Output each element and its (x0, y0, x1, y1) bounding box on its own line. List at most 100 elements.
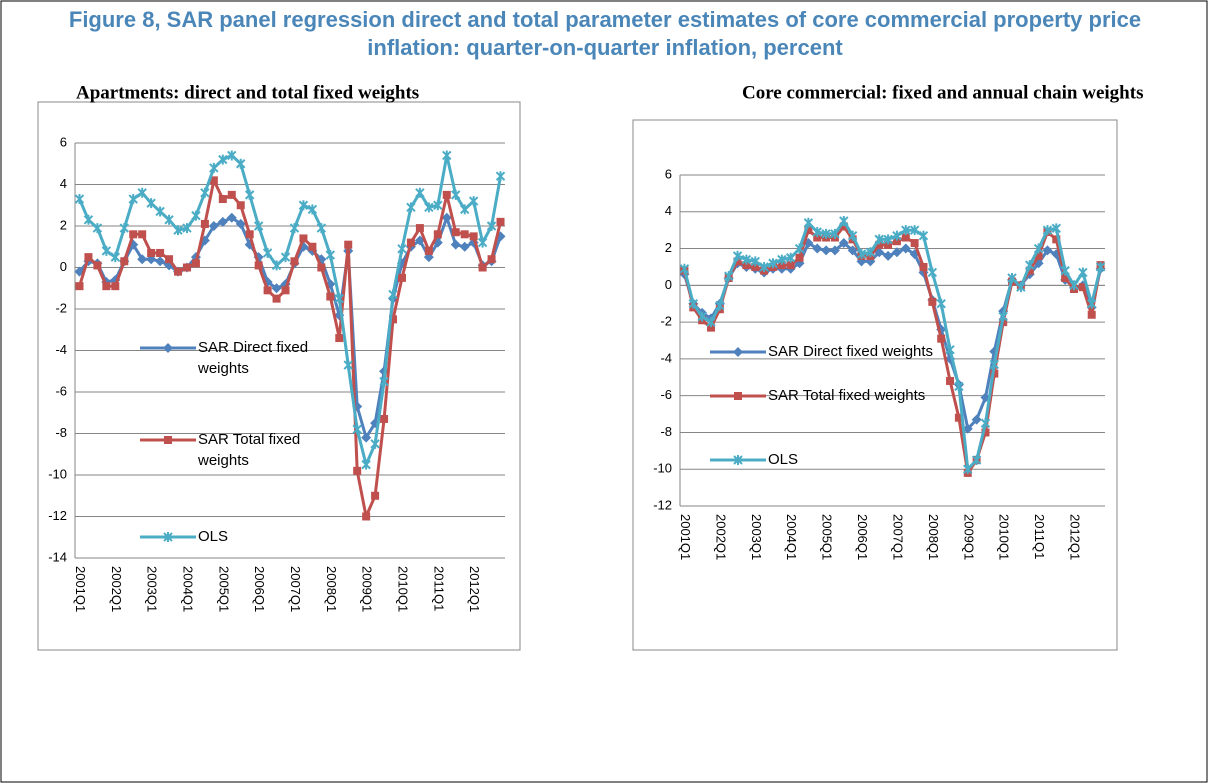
marker (723, 271, 734, 282)
marker (486, 221, 497, 231)
marker (1078, 267, 1088, 278)
legend-marker (733, 455, 743, 465)
marker (1069, 280, 1079, 291)
marker (813, 233, 822, 242)
marker (209, 176, 218, 185)
marker (362, 512, 371, 521)
marker (415, 224, 424, 233)
marker (146, 198, 156, 209)
marker (406, 202, 416, 213)
x-tick-label: 2008Q1 (324, 566, 339, 612)
marker (433, 200, 443, 211)
marker (1052, 235, 1061, 244)
marker (459, 204, 470, 215)
legend-label: SAR Direct fixed weights (198, 339, 309, 377)
x-tick-label: 2006Q1 (252, 566, 267, 612)
marker (236, 158, 246, 169)
marker (919, 262, 928, 271)
marker (989, 359, 1000, 370)
marker (946, 376, 955, 385)
legend-marker (733, 347, 743, 357)
marker (308, 242, 317, 251)
y-tick-label: -6 (660, 387, 672, 402)
x-tick-label: 2010Q1 (997, 514, 1012, 560)
marker (227, 150, 237, 161)
marker (92, 223, 103, 234)
marker (1025, 266, 1034, 275)
marker (335, 334, 344, 343)
marker (936, 298, 946, 309)
marker (1060, 265, 1070, 276)
marker (307, 204, 318, 215)
marker (742, 261, 751, 270)
legend-entry: SAR Total fixed weights (198, 431, 300, 469)
marker (451, 189, 461, 200)
marker (804, 226, 813, 235)
marker (226, 212, 237, 223)
marker (697, 311, 707, 322)
marker (110, 252, 121, 263)
marker (361, 459, 371, 470)
y-tick-label: -14 (48, 549, 67, 564)
x-tick-label: 2003Q1 (749, 514, 764, 560)
marker (1042, 245, 1053, 256)
marker (927, 267, 938, 278)
marker (75, 282, 84, 291)
marker (182, 223, 192, 234)
marker (253, 221, 264, 231)
marker (173, 225, 183, 236)
x-tick-label: 2012Q1 (467, 566, 482, 612)
y-tick-label: 2 (60, 217, 67, 232)
marker (980, 418, 991, 429)
marker (478, 263, 487, 272)
marker (883, 234, 893, 245)
x-tick-label: 2004Q1 (784, 514, 799, 560)
marker (1025, 260, 1035, 271)
marker (93, 261, 102, 270)
y-tick-label: -10 (48, 466, 67, 481)
marker (389, 315, 398, 324)
x-tick-label: 2005Q1 (820, 514, 835, 560)
marker (111, 282, 120, 291)
marker (397, 273, 406, 282)
y-tick-label: -10 (653, 461, 672, 476)
chart-title: Core commercial: fixed and annual chain … (742, 82, 1143, 103)
marker (344, 240, 353, 249)
legend-entry: SAR Direct fixed weights (768, 343, 933, 360)
marker (371, 491, 380, 500)
marker (812, 227, 822, 238)
marker (1095, 261, 1106, 272)
marker (208, 221, 219, 231)
legend-entry: SAR Direct fixed weights (198, 339, 309, 377)
marker (191, 259, 200, 268)
marker (263, 286, 272, 295)
x-tick-label: 2012Q1 (1068, 514, 1083, 560)
marker (290, 257, 299, 266)
figure-title-box: Figure 8, SAR panel regression direct an… (69, 7, 1141, 60)
marker (688, 298, 698, 309)
legend-entry: SAR Total fixed weights (768, 387, 925, 404)
y-tick-label: -6 (55, 383, 67, 398)
marker (759, 261, 769, 272)
marker (101, 245, 112, 256)
y-tick-label: 6 (60, 134, 67, 149)
marker (74, 194, 85, 205)
marker (706, 317, 716, 328)
marker (353, 466, 362, 475)
marker (459, 241, 470, 252)
marker (1087, 298, 1097, 309)
marker (182, 263, 191, 272)
marker (909, 225, 920, 236)
marker (945, 344, 955, 355)
marker (1051, 223, 1062, 234)
x-tick-label: 2011Q1 (1032, 514, 1047, 559)
marker (119, 223, 129, 234)
x-tick-label: 2007Q1 (890, 514, 905, 560)
legend-label: OLS (198, 528, 229, 545)
marker (326, 292, 335, 301)
marker (1016, 282, 1026, 293)
marker (137, 187, 147, 198)
x-tick-label: 2003Q1 (145, 566, 160, 612)
marker (865, 247, 876, 258)
marker (1078, 283, 1087, 292)
